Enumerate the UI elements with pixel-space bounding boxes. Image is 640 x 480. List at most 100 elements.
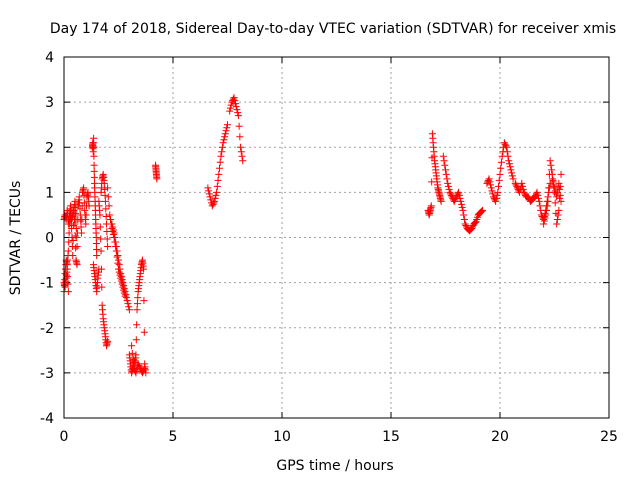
data-point [542, 211, 550, 219]
data-point [543, 202, 551, 210]
data-point [90, 173, 98, 181]
data-point [134, 360, 142, 368]
data-point [96, 211, 104, 219]
data-point [128, 349, 136, 357]
data-point [460, 211, 468, 219]
data-point [511, 179, 519, 187]
data-point [140, 297, 148, 305]
y-axis-label: SDTVAR / TECUs [8, 181, 24, 296]
data-point [90, 152, 98, 160]
data-point [505, 157, 513, 165]
data-point [555, 206, 563, 214]
data-point [442, 166, 449, 174]
data-point [115, 268, 123, 276]
data-point [536, 202, 544, 210]
data-point [460, 215, 468, 223]
data-point [230, 94, 238, 102]
data-point [497, 164, 505, 172]
data-point [239, 157, 247, 165]
data-point [531, 193, 539, 201]
data-point [213, 188, 221, 196]
data-point [216, 164, 224, 172]
data-point [532, 190, 540, 198]
data-point [483, 179, 491, 187]
data-point [114, 259, 122, 267]
data-point [218, 143, 226, 151]
y-tick-label: 4 [45, 50, 54, 66]
data-point [557, 197, 565, 205]
data-point [216, 158, 224, 166]
data-point [64, 280, 72, 288]
data-point [556, 191, 564, 199]
data-point [543, 206, 551, 214]
data-point [73, 261, 81, 269]
data-point [501, 140, 509, 148]
data-point [101, 197, 109, 205]
data-point [456, 194, 464, 202]
data-point [117, 270, 125, 278]
x-tick-label: 20 [491, 429, 509, 445]
data-point [551, 199, 559, 207]
data-point [93, 246, 101, 254]
data-point [72, 244, 80, 252]
data-point [549, 178, 557, 186]
data-point [487, 181, 495, 189]
data-point [105, 202, 113, 210]
data-point [503, 143, 511, 151]
data-point [515, 187, 523, 195]
data-point [129, 357, 137, 365]
data-point [217, 152, 225, 160]
data-point [77, 229, 85, 237]
data-point [114, 252, 122, 260]
data-point [494, 188, 502, 196]
data-point [489, 190, 497, 198]
data-point [556, 185, 564, 193]
data-point [238, 152, 246, 160]
data-points [60, 94, 565, 377]
data-point [123, 297, 131, 305]
data-point [104, 184, 112, 192]
data-point [121, 288, 129, 296]
data-point [221, 130, 229, 138]
data-point [125, 306, 133, 314]
data-point [136, 363, 144, 371]
data-point [97, 265, 105, 273]
data-point [488, 187, 496, 195]
data-point [541, 214, 549, 222]
data-point [226, 104, 234, 112]
data-point [82, 211, 90, 219]
data-point [112, 238, 120, 246]
data-point [141, 364, 149, 372]
data-point [237, 143, 245, 151]
data-point [97, 247, 105, 255]
data-point [133, 300, 141, 308]
data-point [73, 234, 81, 241]
data-point [92, 234, 100, 241]
data-point [553, 215, 561, 223]
data-point [552, 190, 560, 198]
data-point [71, 203, 79, 211]
data-point [124, 300, 132, 308]
grid-lines [64, 57, 609, 418]
data-point [107, 215, 115, 223]
data-point [112, 243, 120, 251]
x-tick-label: 0 [60, 429, 69, 445]
data-point [508, 172, 516, 180]
data-point [222, 127, 230, 135]
data-point [214, 176, 222, 184]
data-point [135, 361, 143, 369]
data-point [455, 188, 463, 196]
data-point [471, 219, 479, 227]
data-point [223, 124, 231, 132]
data-point [491, 196, 499, 204]
data-point [495, 182, 503, 190]
data-point [509, 175, 517, 183]
data-point [132, 351, 140, 359]
data-point [90, 143, 98, 151]
data-point [119, 279, 127, 287]
data-point [115, 256, 122, 264]
data-point [140, 328, 148, 336]
data-point [138, 369, 146, 377]
